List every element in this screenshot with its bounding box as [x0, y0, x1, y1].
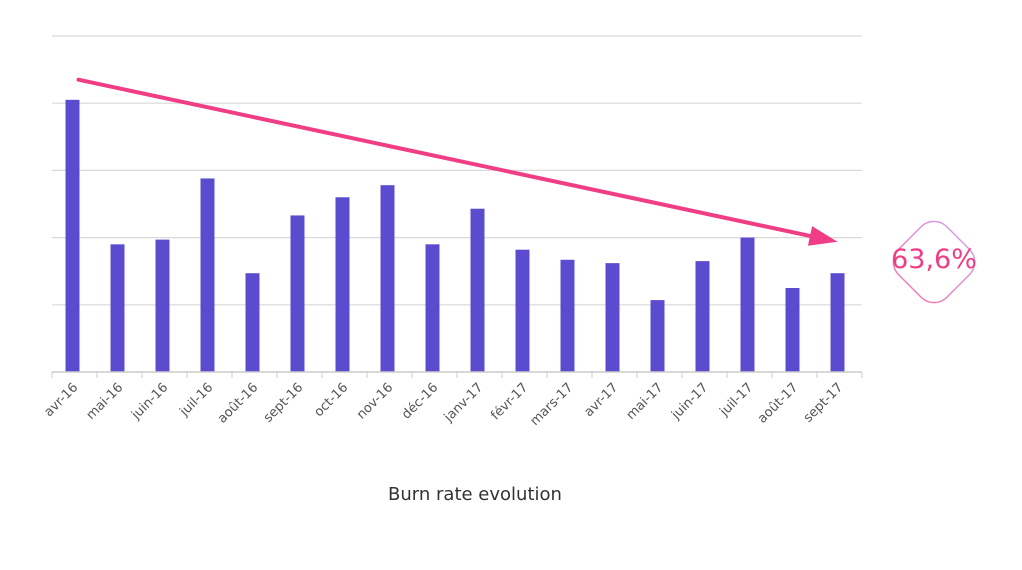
x-tick-label: févr-17	[488, 380, 531, 423]
bar-sept-17	[830, 273, 845, 372]
x-tick-label: mars-17	[528, 380, 577, 429]
bar-juin-17	[695, 261, 710, 372]
x-tick-label: nov-16	[354, 380, 396, 422]
x-tick-label: déc-16	[399, 380, 441, 422]
bar-mai-17	[650, 300, 665, 372]
bar-juin-16	[155, 239, 170, 372]
x-tick-label: juin-17	[668, 380, 711, 423]
bar-juil-16	[200, 178, 215, 372]
x-tick-label: oct-16	[311, 380, 351, 420]
x-tick-label: mai-17	[624, 380, 667, 423]
x-tick-label: juil-17	[717, 380, 757, 420]
chart-caption: Burn rate evolution	[388, 484, 562, 505]
x-tick-label: mai-16	[84, 380, 127, 423]
bar-déc-16	[425, 244, 440, 372]
x-tick-label: août-16	[215, 380, 261, 426]
bar-janv-17	[470, 208, 485, 372]
trend-arrowhead	[807, 226, 838, 246]
trend-line	[76, 77, 813, 238]
bar-series	[65, 99, 845, 372]
percentage-badge	[892, 220, 976, 304]
bar-sept-16	[290, 215, 305, 372]
bar-mai-16	[110, 244, 125, 372]
bar-oct-16	[335, 197, 350, 372]
bar-févr-17	[515, 249, 530, 372]
bar-août-16	[245, 273, 260, 372]
x-tick-label: avr-17	[581, 380, 621, 420]
bar-mars-17	[560, 259, 575, 372]
bar-août-17	[785, 288, 800, 372]
x-tick-label: sept-16	[261, 380, 307, 426]
x-tick-label: juin-16	[128, 380, 171, 423]
x-tick-label: sept-17	[801, 380, 847, 426]
x-tick-label: janv-17	[441, 380, 487, 426]
x-tick-label: août-17	[755, 380, 801, 426]
percentage-value: 63,6%	[891, 244, 977, 275]
bar-avr-16	[65, 99, 80, 372]
trend-arrow	[76, 77, 838, 246]
bar-avr-17	[605, 263, 620, 372]
x-tick-label: juil-16	[177, 380, 217, 420]
bar-nov-16	[380, 185, 395, 372]
bar-juil-17	[740, 237, 755, 372]
x-tick-label: avr-16	[41, 380, 81, 420]
x-axis	[51, 371, 863, 378]
